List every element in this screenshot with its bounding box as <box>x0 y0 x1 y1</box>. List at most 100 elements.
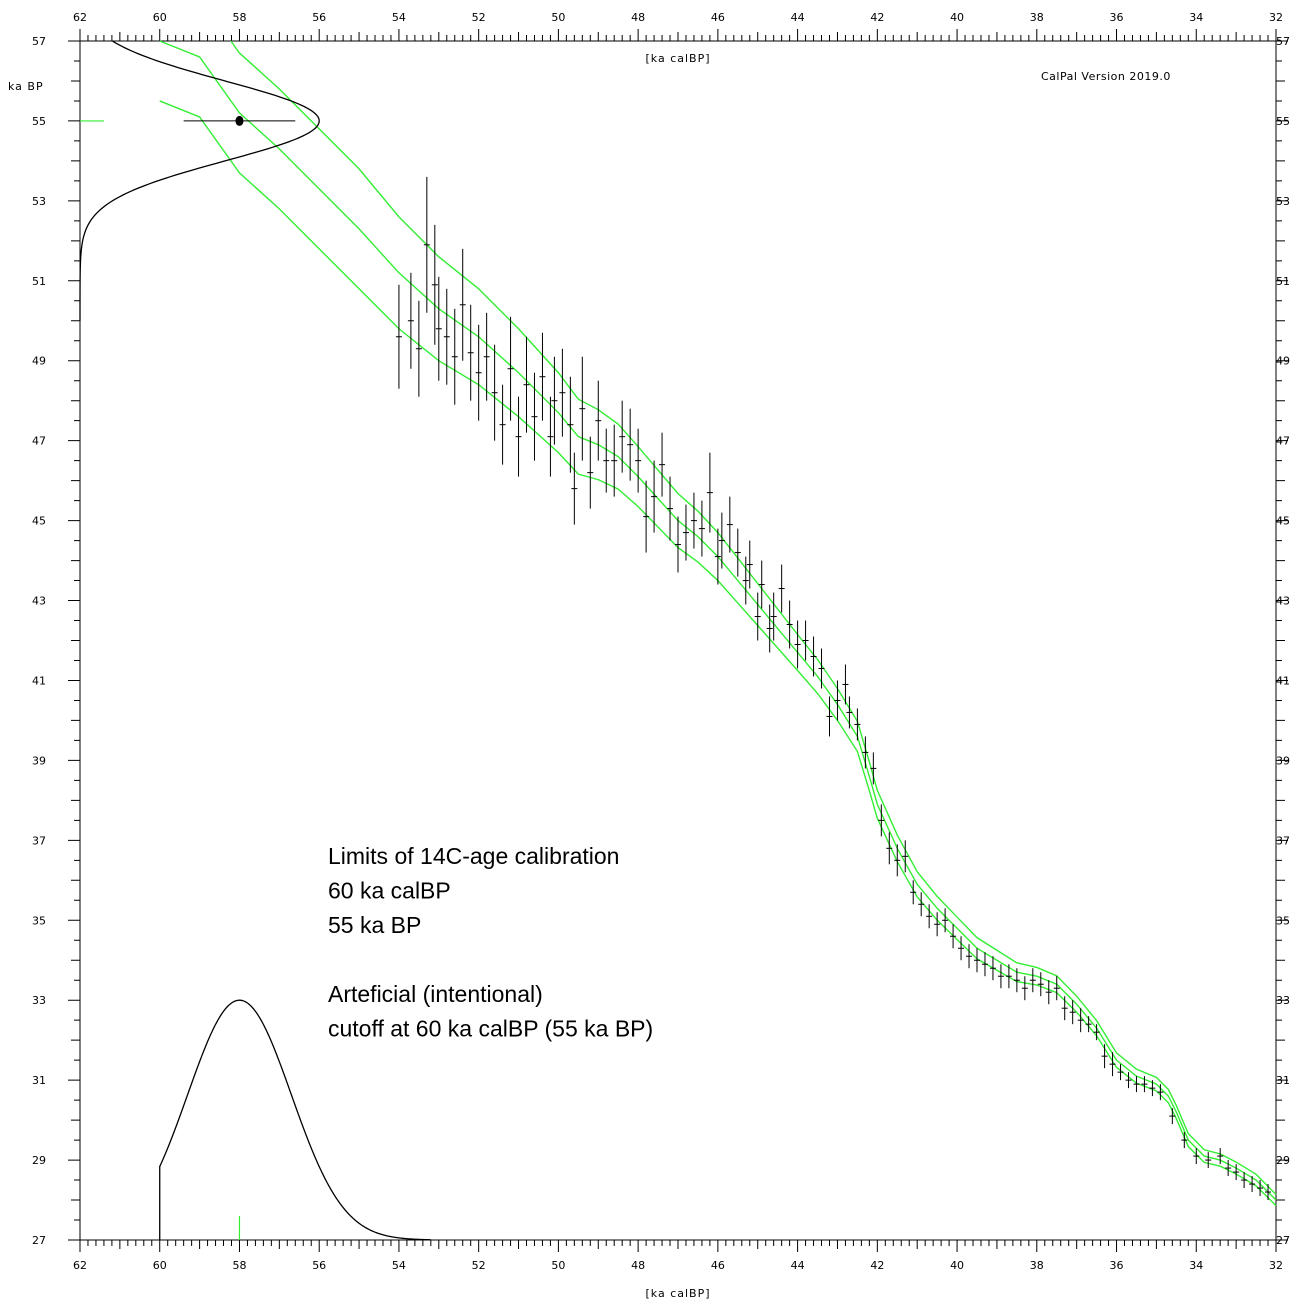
y-tick-label-left: 37 <box>32 834 46 847</box>
y-tick-label-left: 33 <box>32 994 46 1007</box>
data-point <box>854 708 861 741</box>
x-tick-label-bottom: 48 <box>631 1259 645 1272</box>
axis-ticks <box>68 29 1288 1252</box>
data-point <box>547 396 554 477</box>
x-tick-label-top: 42 <box>870 11 884 24</box>
data-point <box>515 396 522 477</box>
data-point <box>651 460 658 533</box>
data-point <box>942 908 949 933</box>
data-point <box>746 540 753 589</box>
data-point <box>826 696 833 737</box>
x-tick-label-bottom: 46 <box>711 1259 725 1272</box>
data-point <box>818 648 825 689</box>
data-point <box>643 480 650 553</box>
y-tick-label-left: 39 <box>32 754 46 767</box>
x-tick-label-top: 34 <box>1189 11 1203 24</box>
x-tick-label-bottom: 36 <box>1110 1259 1124 1272</box>
x-tick-label-top: 40 <box>950 11 964 24</box>
y-tick-label-right: 43 <box>1276 595 1290 608</box>
y-tick-label-right: 57 <box>1276 35 1290 48</box>
data-point <box>507 316 514 421</box>
y-axis-title: ka BP <box>8 80 44 93</box>
data-point <box>451 308 458 405</box>
data-point <box>770 592 777 641</box>
probability-distributions <box>79 40 431 1241</box>
data-point <box>627 408 634 481</box>
annotation-note: Limits of 14C-age calibration 60 ka calBP… <box>328 843 653 1042</box>
data-point <box>958 936 965 961</box>
data-point <box>443 288 450 385</box>
y-tick-label-left: 41 <box>32 674 46 687</box>
calbp-probability-curve <box>159 999 431 1241</box>
data-point <box>675 516 681 573</box>
data-point <box>1077 1008 1084 1033</box>
data-point <box>698 500 705 557</box>
y-tick-label-left: 43 <box>32 595 46 608</box>
data-point <box>431 224 438 345</box>
data-point <box>491 344 498 441</box>
data-point <box>595 380 602 461</box>
data-point <box>862 736 869 769</box>
y-tick-label-left: 47 <box>32 435 46 448</box>
data-point <box>997 964 1004 989</box>
x-tick-label-top: 56 <box>312 11 326 24</box>
data-point <box>966 944 973 969</box>
y-tick-label-left: 57 <box>32 35 46 48</box>
data-point <box>467 304 474 401</box>
tick-marks <box>68 29 1288 1252</box>
data-point <box>1241 1172 1248 1189</box>
data-point <box>1233 1164 1240 1181</box>
data-point <box>415 300 422 397</box>
x-tick-label-top: 48 <box>631 11 645 24</box>
x-tick-label-bottom: 38 <box>1030 1259 1044 1272</box>
data-point <box>1013 968 1020 993</box>
data-point <box>1037 972 1044 997</box>
data-point <box>1217 1148 1224 1165</box>
data-point <box>667 476 674 541</box>
data-point <box>1117 1064 1124 1081</box>
x-tick-label-top: 36 <box>1110 11 1124 24</box>
x-tick-label-top: 44 <box>791 11 805 24</box>
data-point <box>567 376 574 473</box>
data-point <box>635 428 642 493</box>
data-point <box>523 336 530 433</box>
data-point <box>706 452 713 533</box>
y-tick-label-right: 45 <box>1276 515 1290 528</box>
data-point <box>842 664 849 705</box>
data-point <box>531 372 538 461</box>
data-point <box>1257 1180 1264 1197</box>
data-point <box>878 804 885 837</box>
x-tick-label-bottom: 54 <box>392 1259 406 1272</box>
data-point <box>1061 996 1068 1021</box>
annotation-line: 60 ka calBP <box>328 878 451 904</box>
data-point <box>870 752 877 785</box>
y-tick-label-left: 29 <box>32 1154 46 1167</box>
data-point <box>435 276 442 381</box>
data-point <box>423 176 430 313</box>
x-tick-label-top: 52 <box>472 11 486 24</box>
data-point <box>758 560 765 609</box>
y-tick-label-left: 55 <box>32 115 46 128</box>
y-tick-label-left: 27 <box>32 1234 46 1247</box>
data-point <box>1125 1072 1132 1089</box>
data-point <box>1249 1176 1256 1193</box>
data-point <box>1021 976 1028 1001</box>
data-point <box>974 948 980 973</box>
data-point <box>1149 1080 1156 1097</box>
data-point <box>802 620 809 661</box>
x-tick-label-top: 46 <box>711 11 725 24</box>
data-point <box>846 696 853 729</box>
x-tick-label-bottom: 56 <box>312 1259 326 1272</box>
data-point <box>571 452 578 525</box>
data-point <box>786 600 793 649</box>
x-tick-label-bottom: 60 <box>153 1259 167 1272</box>
x-tick-label-bottom: 40 <box>950 1259 964 1272</box>
data-point <box>619 400 626 473</box>
x-tick-label-bottom: 42 <box>870 1259 884 1272</box>
data-point <box>682 504 689 561</box>
data-point <box>1225 1160 1232 1177</box>
x-tick-label-top: 32 <box>1269 11 1283 24</box>
data-point <box>1181 1132 1188 1149</box>
data-point <box>754 592 761 641</box>
